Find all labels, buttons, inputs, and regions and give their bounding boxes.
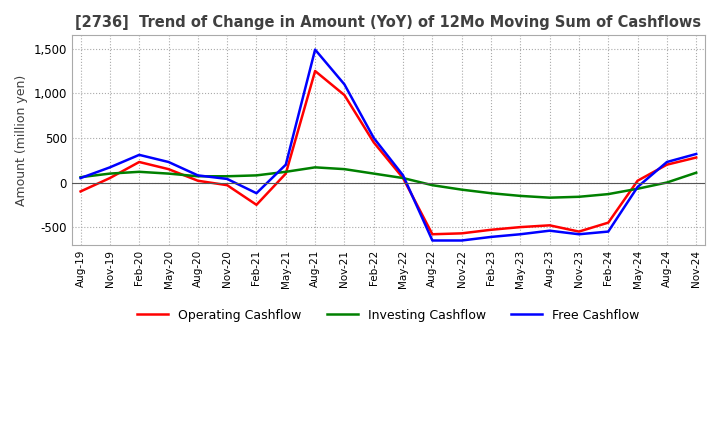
Free Cashflow: [457, 238, 466, 243]
Operating Cashflow: [340, 92, 348, 98]
Investing Cashflow: [516, 193, 525, 198]
Investing Cashflow: [164, 171, 173, 176]
Free Cashflow: [575, 231, 583, 237]
Operating Cashflow: [369, 140, 378, 145]
Line: Investing Cashflow: Investing Cashflow: [81, 167, 696, 198]
Free Cashflow: [76, 176, 85, 181]
Free Cashflow: [106, 165, 114, 170]
Title: [2736]  Trend of Change in Amount (YoY) of 12Mo Moving Sum of Cashflows: [2736] Trend of Change in Amount (YoY) o…: [76, 15, 701, 30]
Investing Cashflow: [428, 183, 437, 188]
Free Cashflow: [604, 229, 613, 234]
Operating Cashflow: [194, 178, 202, 183]
Free Cashflow: [399, 173, 408, 178]
Free Cashflow: [634, 184, 642, 190]
Free Cashflow: [662, 159, 671, 165]
Operating Cashflow: [692, 155, 701, 160]
Investing Cashflow: [252, 173, 261, 178]
Line: Free Cashflow: Free Cashflow: [81, 50, 696, 241]
Investing Cashflow: [194, 174, 202, 179]
Operating Cashflow: [604, 220, 613, 225]
Free Cashflow: [340, 82, 348, 87]
Operating Cashflow: [428, 231, 437, 237]
Free Cashflow: [692, 151, 701, 157]
Free Cashflow: [369, 135, 378, 140]
Free Cashflow: [311, 47, 320, 52]
Free Cashflow: [135, 152, 143, 158]
Operating Cashflow: [252, 202, 261, 207]
Operating Cashflow: [311, 68, 320, 73]
Free Cashflow: [194, 173, 202, 178]
Investing Cashflow: [223, 174, 232, 179]
Operating Cashflow: [223, 183, 232, 188]
Operating Cashflow: [282, 171, 290, 176]
Investing Cashflow: [692, 170, 701, 176]
Investing Cashflow: [135, 169, 143, 174]
Operating Cashflow: [634, 178, 642, 183]
Investing Cashflow: [106, 171, 114, 176]
Operating Cashflow: [487, 227, 495, 232]
Investing Cashflow: [634, 186, 642, 191]
Operating Cashflow: [76, 189, 85, 194]
Free Cashflow: [282, 162, 290, 167]
Operating Cashflow: [457, 231, 466, 236]
Investing Cashflow: [76, 175, 85, 180]
Investing Cashflow: [545, 195, 554, 200]
Investing Cashflow: [311, 165, 320, 170]
Operating Cashflow: [575, 229, 583, 234]
Legend: Operating Cashflow, Investing Cashflow, Free Cashflow: Operating Cashflow, Investing Cashflow, …: [132, 304, 644, 327]
Operating Cashflow: [545, 223, 554, 228]
Investing Cashflow: [399, 176, 408, 181]
Free Cashflow: [545, 228, 554, 233]
Free Cashflow: [164, 159, 173, 165]
Operating Cashflow: [106, 176, 114, 181]
Y-axis label: Amount (million yen): Amount (million yen): [15, 74, 28, 206]
Investing Cashflow: [369, 171, 378, 176]
Operating Cashflow: [135, 159, 143, 165]
Free Cashflow: [487, 234, 495, 239]
Line: Operating Cashflow: Operating Cashflow: [81, 71, 696, 234]
Free Cashflow: [223, 176, 232, 182]
Investing Cashflow: [604, 191, 613, 197]
Investing Cashflow: [575, 194, 583, 199]
Free Cashflow: [516, 231, 525, 237]
Investing Cashflow: [340, 166, 348, 172]
Free Cashflow: [252, 191, 261, 196]
Investing Cashflow: [457, 187, 466, 192]
Investing Cashflow: [282, 169, 290, 174]
Operating Cashflow: [662, 162, 671, 167]
Operating Cashflow: [164, 166, 173, 172]
Free Cashflow: [428, 238, 437, 243]
Investing Cashflow: [487, 191, 495, 196]
Operating Cashflow: [399, 176, 408, 181]
Investing Cashflow: [662, 180, 671, 185]
Operating Cashflow: [516, 224, 525, 230]
